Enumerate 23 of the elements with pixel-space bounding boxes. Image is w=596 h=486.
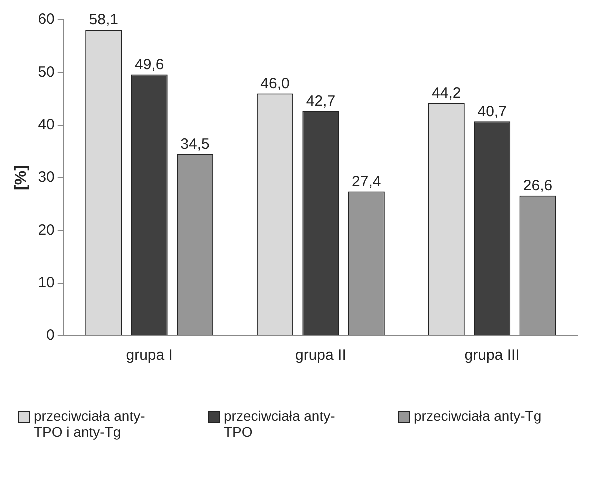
y-tick-label: 0 xyxy=(46,327,55,344)
data-label: 42,7 xyxy=(306,92,336,110)
y-axis-title: [%] xyxy=(13,166,30,190)
y-tick-label: 50 xyxy=(38,64,55,81)
data-label: 44,2 xyxy=(432,84,462,102)
y-tick-label: 20 xyxy=(38,222,55,239)
x-tick-label: grupa III xyxy=(464,347,520,364)
data-label: 26,6 xyxy=(523,178,553,195)
data-label: 40,7 xyxy=(478,103,507,120)
data-label: 27,4 xyxy=(352,173,382,190)
y-tick-label: 60 xyxy=(38,11,55,28)
legend-label: przeciwciała anty-Tg xyxy=(414,408,542,424)
data-label: 46,0 xyxy=(260,75,290,92)
data-label: 49,6 xyxy=(134,56,164,74)
data-label: 34,5 xyxy=(180,136,210,153)
y-tick-label: 30 xyxy=(38,169,55,186)
legend-label: przeciwciała anty-TPO xyxy=(224,408,336,440)
y-tick-label: 10 xyxy=(38,274,55,292)
x-tick-label: grupa I xyxy=(126,347,173,364)
legend-label: przeciwciała anty-TPO i anty-Tg xyxy=(34,408,146,440)
y-tick-label: 40 xyxy=(38,116,55,134)
data-label: 58,1 xyxy=(89,12,118,29)
x-tick-label: grupa II xyxy=(296,347,346,364)
